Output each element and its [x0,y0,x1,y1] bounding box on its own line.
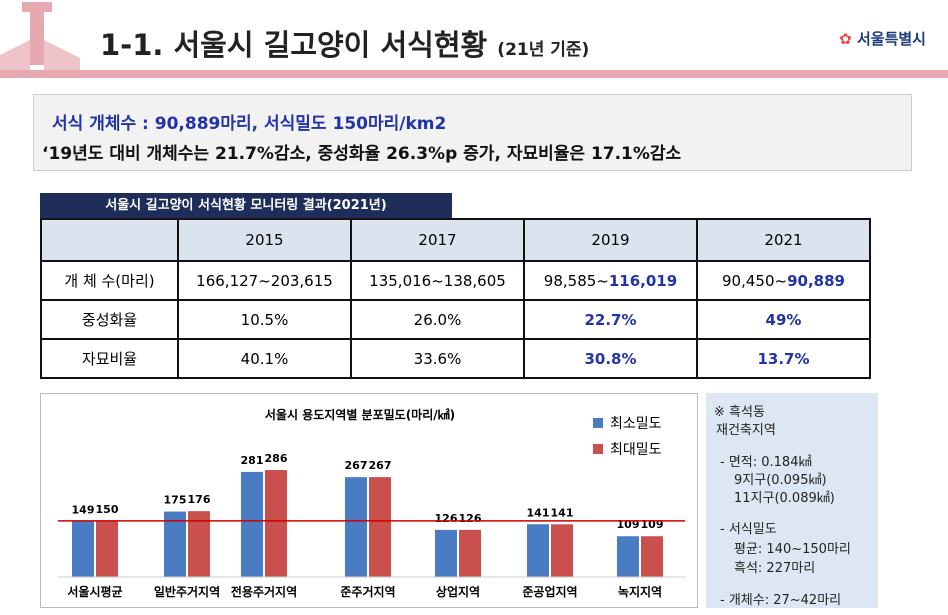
cell-text: 90,450~ [722,271,788,290]
x-tick-label: 일반주거지역 [154,584,220,599]
bar [551,524,573,577]
header-cell: 2017 [350,218,525,262]
summary-line: ‘19년도 대비 개체수는 21.7%감소, 중성화율 26.3%p 증가, 자… [42,144,682,164]
value-label: 141 [551,506,574,519]
table-cell: 40.1% [177,338,352,379]
table-cell: 30.8% [523,338,698,379]
table-row: 중성화율 10.5% 26.0% 22.7% 49% [40,299,871,340]
note-line: 재건축지역 [716,423,776,438]
table-cell: 10.5% [177,299,352,340]
legend-swatch [593,418,603,428]
table-cell: 22.7% [523,299,698,340]
value-label: 126 [459,512,482,525]
note-line: ※ 흑석동 [714,405,765,420]
header-cell: 2021 [696,218,871,262]
bar [72,521,94,577]
header-cell: 2015 [177,218,352,262]
table-cell: 26.0% [350,299,525,340]
value-label: 176 [188,493,211,506]
bar [188,511,210,577]
table-cell: 98,585~116,019 [523,260,698,301]
summary-line: 서식 개체수 : 90,889마리, 서식밀도 150마리/km2 [52,114,447,134]
value-label: 267 [345,459,368,472]
table-cell: 135,016~138,605 [350,260,525,301]
legend-label: 최대밀도 [610,442,662,458]
tower-icon [0,2,80,70]
x-tick-label: 전용주거지역 [231,584,297,599]
row-label: 개 체 수(마리) [40,260,179,301]
value-label: 126 [435,512,458,525]
bar [265,470,287,577]
bar [617,536,639,577]
table-cell: 33.6% [350,338,525,379]
x-tick-label: 상업지역 [436,584,480,599]
x-tick-label: 준공업지역 [522,584,577,599]
value-label: 267 [369,459,392,472]
table-row: 개 체 수(마리) 166,127~203,615 135,016~138,605 9… [40,260,871,301]
header-cell [40,218,179,262]
header-cell: 2019 [523,218,698,262]
note-line: - 면적: 0.184㎢ [720,455,812,470]
subtitle: (21년 기준) [497,40,590,60]
cell-text: 98,585~ [543,271,609,290]
x-tick-label: 서울시평균 [67,584,122,599]
note-line: - 서식밀도 [720,522,777,537]
table-row: 자묘비율 40.1% 33.6% 30.8% 13.7% [40,338,871,379]
bar [345,477,367,577]
header-row: 2015 2017 2019 2021 [40,218,871,262]
x-tick-label: 준주거지역 [340,584,395,599]
note-line: 11지구(0.089㎢) [734,491,835,506]
note-line: 9지구(0.095㎢) [734,473,827,488]
summary-box: 서식 개체수 : 90,889마리, 서식밀도 150마리/km2 ‘19년도 … [33,94,912,171]
bar [369,477,391,577]
chart-frame [40,393,698,608]
bar [527,524,549,577]
bar [164,511,186,577]
row-label: 자묘비율 [40,338,179,379]
cell-emphasis: 90,889 [787,271,845,290]
x-tick-label: 녹지지역 [618,584,662,599]
note-line: 평균: 140~150마리 [734,542,851,557]
bar [241,471,263,577]
bar [641,536,663,577]
value-label: 281 [241,454,264,467]
title: 1-1. 서울시 길고양이 서식현황 (21년 기준) [100,22,589,64]
table-cell: 166,127~203,615 [177,260,352,301]
legend-label: 최소밀도 [610,416,662,432]
value-label: 175 [164,494,187,507]
value-label: 286 [265,452,288,465]
legend-swatch [593,444,603,454]
title-text: 1-1. 서울시 길고양이 서식현황 [100,28,488,62]
table-cell: 13.7% [696,338,871,379]
note-line: - 개체수: 27~42마리 [720,593,842,608]
row-label: 중성화율 [40,299,179,340]
logo: ✿ 서울특별시 [839,30,926,48]
chart-title: 서울시 용도지역별 분포밀도(마리/㎢) [265,407,455,422]
bar [96,520,118,577]
table: 2015 2017 2019 2021 개 체 수(마리) 166,127~203,615… [40,218,871,379]
logo-text: 서울특별시 [856,30,926,48]
table-cell: 49% [696,299,871,340]
value-label: 149 [72,503,95,516]
value-label: 150 [96,503,119,516]
cell-emphasis: 116,019 [608,271,678,290]
header-band [0,70,948,78]
table-cell: 90,450~90,889 [696,260,871,301]
value-label: 141 [527,506,550,519]
table-caption: 서울시 길고양이 서식현황 모니터링 결과(2021년) [40,193,452,218]
note-line: 흑석: 227마리 [734,561,816,576]
bar [435,529,457,577]
chart: 서울시 용도지역별 분포밀도(마리/㎢) 서울시평균 149 150 일반주거지역 175… [58,407,685,599]
bar [459,529,481,577]
